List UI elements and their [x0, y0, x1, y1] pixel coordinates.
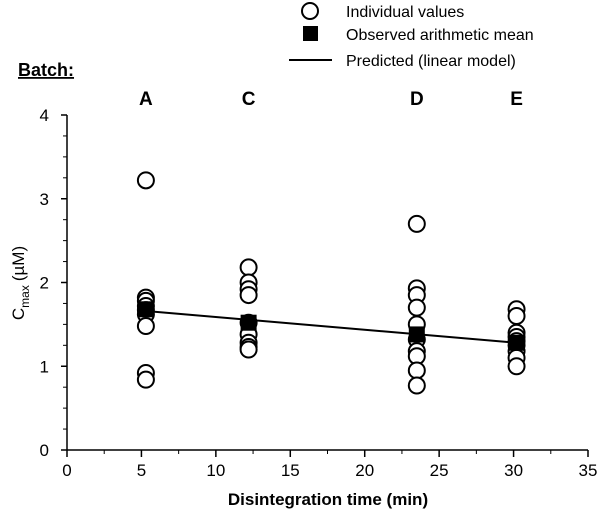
individual-point: [136, 370, 155, 389]
legend: Individual values Observed arithmetic me…: [289, 2, 534, 70]
individual-points-group: [136, 171, 526, 395]
x-tick-label: 20: [355, 461, 374, 480]
batch-label-d: D: [410, 89, 424, 110]
x-axis-title: Disintegration time (min): [228, 490, 428, 509]
x-tick-label: 30: [504, 461, 523, 480]
individual-point: [507, 307, 526, 325]
svg-text:Cmax(µM): Cmax (µM): [9, 246, 32, 320]
mean-markers-group: [137, 301, 525, 351]
x-tick-label: 0: [62, 461, 71, 480]
x-tick-label: 35: [579, 461, 598, 480]
y-axis-title-subscript: max: [18, 285, 32, 308]
legend-open-circle-marker: [301, 2, 319, 20]
batch-label-a: A: [139, 89, 153, 110]
x-tick-label: 10: [206, 461, 225, 480]
legend-label-predicted: Predicted (linear model): [346, 53, 516, 70]
y-axis-ticks: 0 1 2 3 4: [40, 106, 67, 460]
individual-point: [136, 317, 155, 336]
individual-point: [136, 171, 155, 190]
x-tick-label: 25: [430, 461, 449, 480]
legend-label-mean: Observed arithmetic mean: [346, 27, 534, 44]
individual-point: [239, 286, 258, 305]
mean-marker: [508, 334, 525, 351]
batch-label-c: C: [242, 89, 256, 110]
y-axis-title-main: C: [9, 308, 28, 320]
axes: [66, 115, 588, 451]
y-tick-label: 3: [40, 190, 49, 209]
individual-point: [507, 357, 526, 376]
legend-filled-square-marker: [303, 26, 318, 41]
x-tick-label: 5: [137, 461, 146, 480]
x-tick-label: 15: [281, 461, 300, 480]
individual-point: [239, 340, 258, 359]
individual-point: [239, 258, 258, 277]
y-tick-label: 4: [40, 106, 49, 125]
mean-marker: [408, 326, 425, 343]
individual-point: [407, 376, 426, 395]
legend-label-individual: Individual values: [346, 4, 464, 21]
batch-title: Batch:: [18, 60, 74, 80]
mean-marker: [137, 301, 154, 318]
y-tick-label: 2: [40, 274, 49, 293]
y-axis-title: Cmax (µM): [9, 246, 32, 320]
mean-marker: [240, 314, 257, 331]
individual-point: [407, 361, 426, 380]
x-axis-ticks: 0 5 10 15 20 25 30 35: [62, 450, 597, 480]
predicted-line: [145, 309, 517, 344]
individual-point: [407, 214, 426, 233]
y-tick-label: 1: [40, 357, 49, 376]
individual-point: [407, 298, 426, 317]
y-axis-title-unit: (µM): [9, 246, 28, 281]
y-tick-label: 0: [40, 441, 49, 460]
predicted-line-group: [145, 309, 517, 344]
batch-label-e: E: [510, 89, 523, 110]
